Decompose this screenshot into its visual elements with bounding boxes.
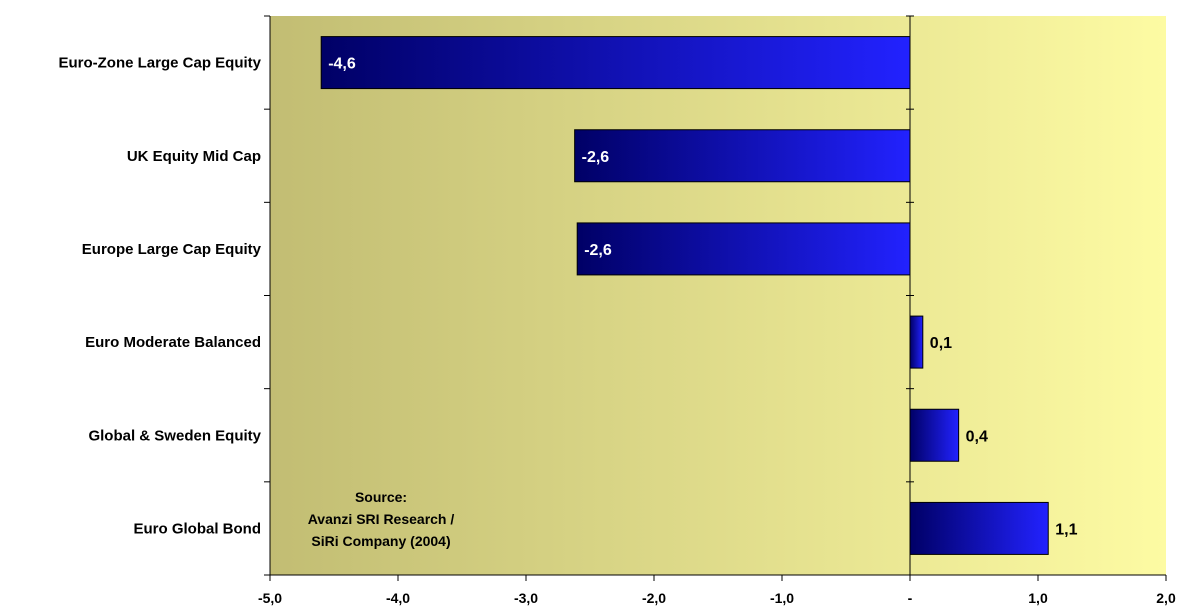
bar: [909, 315, 924, 369]
source-annotation: Source: Avanzi SRI Research / SiRi Company…: [308, 489, 455, 549]
x-tick-label: 2,0: [1156, 590, 1176, 606]
category-label: Euro Moderate Balanced: [85, 334, 261, 351]
value-label: -4,6: [328, 56, 356, 73]
category-label: UK Equity Mid Cap: [127, 148, 261, 165]
bar: [909, 408, 960, 462]
x-tick-label: -4,0: [386, 590, 410, 606]
value-label: 0,4: [966, 428, 988, 445]
x-tick-label: -: [908, 590, 913, 606]
bar: [909, 501, 1049, 555]
plot-area: [270, 16, 1166, 575]
x-tick-label: -1,0: [770, 590, 794, 606]
x-tick-label: -3,0: [514, 590, 538, 606]
source-line: Avanzi SRI Research /: [308, 511, 455, 527]
value-label: -2,6: [584, 242, 612, 259]
category-label: Global & Sweden Equity: [88, 427, 261, 444]
source-line: SiRi Company (2004): [311, 533, 450, 549]
bar: [320, 36, 911, 90]
bar: [574, 129, 911, 183]
axes: [264, 15, 1167, 581]
category-label: Europe Large Cap Equity: [82, 241, 262, 258]
value-label: 1,1: [1055, 521, 1077, 538]
x-tick-label: -2,0: [642, 590, 666, 606]
value-label: 0,1: [930, 335, 952, 352]
bars: [320, 36, 1049, 555]
bar: [576, 222, 911, 276]
category-label: Euro Global Bond: [134, 520, 262, 537]
source-line: Source:: [355, 489, 407, 505]
x-tick-label: 1,0: [1028, 590, 1048, 606]
x-tick-label: -5,0: [258, 590, 282, 606]
value-label: -2,6: [582, 149, 610, 166]
category-label: Euro-Zone Large Cap Equity: [58, 55, 261, 72]
